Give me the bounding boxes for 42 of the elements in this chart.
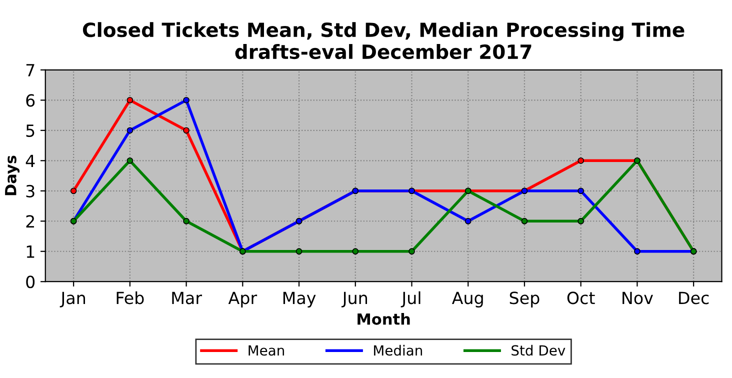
point xyxy=(408,248,415,255)
y-axis-title: Days xyxy=(5,156,20,196)
legend-label: Std Dev xyxy=(512,344,566,356)
y-tick-label: 0 xyxy=(26,276,35,288)
point xyxy=(578,157,584,164)
x-tick-label: Nov xyxy=(622,292,653,304)
point xyxy=(126,127,134,134)
legend-label: Median xyxy=(374,344,422,356)
point xyxy=(578,188,584,194)
x-axis-title: Month xyxy=(358,313,410,325)
x-tick-label: Aug xyxy=(452,292,483,308)
x-tick-label: Jun xyxy=(342,292,367,308)
point xyxy=(183,96,190,104)
x-tick-label: Apr xyxy=(228,292,258,308)
y-tick-label: 4 xyxy=(26,154,35,167)
point xyxy=(126,96,134,104)
y-tick-label: 1 xyxy=(26,246,34,258)
point xyxy=(352,248,359,255)
x-tick-label: Sep xyxy=(510,292,540,308)
x-tick-label: May xyxy=(283,292,316,308)
x-tick-label: Dec xyxy=(679,292,709,304)
x-tick-label: Jan xyxy=(60,292,85,308)
point xyxy=(126,157,134,164)
point xyxy=(521,218,528,224)
x-tick-label: Feb xyxy=(116,291,144,304)
y-tick-label: 2 xyxy=(26,215,34,228)
x-tick-label: Jul xyxy=(400,291,420,308)
point xyxy=(70,188,77,194)
x-tick-label: Mar xyxy=(172,292,202,304)
point xyxy=(296,248,302,255)
point xyxy=(634,248,640,255)
point xyxy=(183,218,190,224)
point xyxy=(464,218,472,224)
chart-title: Closed Tickets Mean, Std Dev, Median Processing Time drafts-eval December 2017 xyxy=(82,22,684,60)
point xyxy=(578,218,584,224)
y-tick-label: 3 xyxy=(26,184,34,198)
y-tick-label: 6 xyxy=(26,94,35,107)
legend-label: Mean xyxy=(248,345,284,356)
x-tick-label: Oct xyxy=(567,292,595,304)
y-tick-label: 5 xyxy=(26,124,34,137)
y-tick-label: 7 xyxy=(26,64,34,76)
point xyxy=(183,127,190,134)
